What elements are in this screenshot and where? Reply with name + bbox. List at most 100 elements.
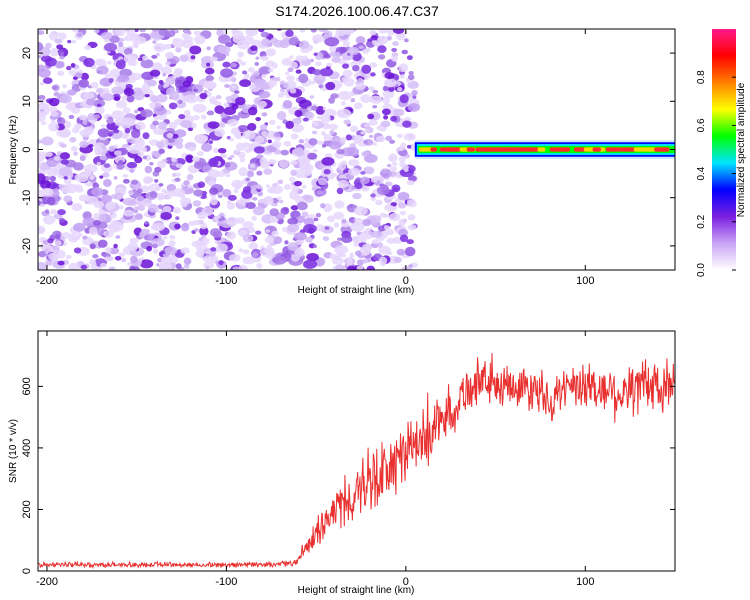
noise-blob (378, 29, 388, 34)
noise-blob (244, 73, 250, 79)
noise-blob (267, 159, 277, 165)
noise-blob (117, 74, 130, 83)
noise-blob (121, 95, 128, 101)
y-tick-label: -20 (21, 238, 33, 254)
noise-blob (98, 239, 108, 248)
noise-blob (261, 38, 271, 47)
noise-blob (103, 42, 118, 52)
noise-blob (315, 61, 322, 67)
noise-blob (377, 242, 384, 248)
noise-blob (337, 90, 352, 101)
noise-blob (113, 129, 120, 134)
noise-blob (370, 196, 376, 202)
noise-blob (124, 29, 130, 32)
noise-blob (156, 93, 168, 103)
noise-blob (179, 54, 189, 62)
noise-blob (329, 130, 335, 135)
noise-blob (199, 226, 209, 236)
noise-blob (73, 247, 82, 254)
noise-blob (192, 156, 200, 162)
noise-blob (83, 91, 95, 100)
noise-blob (38, 30, 45, 35)
noise-blob (238, 264, 248, 270)
noise-blob (350, 125, 359, 133)
noise-blob (38, 151, 47, 159)
noise-blob (115, 29, 126, 37)
noise-blob (334, 200, 345, 209)
noise-blob (149, 162, 154, 166)
noise-blob (134, 109, 139, 114)
noise-blob (177, 99, 183, 105)
noise-blob (123, 209, 135, 217)
noise-blob (295, 55, 305, 62)
noise-blob (305, 170, 313, 176)
x-tick-label: -100 (215, 576, 237, 588)
noise-blob (140, 228, 150, 235)
noise-blob (186, 173, 194, 181)
noise-blob (323, 169, 331, 175)
noise-blob (207, 121, 220, 129)
noise-blob (388, 156, 394, 161)
noise-blob (207, 169, 220, 179)
noise-blob (96, 65, 109, 75)
noise-blob (346, 257, 353, 264)
noise-blob (183, 257, 192, 265)
noise-blob (203, 80, 217, 90)
noise-blob (242, 221, 254, 229)
noise-blob (261, 130, 268, 138)
noise-blob (38, 173, 46, 183)
noise-blob (38, 225, 46, 235)
noise-blob (103, 163, 111, 168)
noise-blob (290, 160, 298, 166)
noise-blob (366, 265, 376, 270)
noise-blob (93, 114, 101, 119)
noise-blob (165, 157, 174, 164)
band-peak (537, 147, 546, 152)
x-tick-label: -200 (36, 275, 58, 287)
noise-blob (88, 226, 98, 236)
noise-blob (320, 227, 326, 231)
noise-blob (99, 154, 107, 161)
noise-blob (287, 217, 299, 225)
noise-blob (278, 199, 284, 204)
noise-blob (370, 35, 378, 41)
noise-blob (391, 55, 398, 62)
noise-blob (311, 130, 318, 135)
noise-blob (217, 147, 227, 154)
noise-blob (160, 66, 173, 75)
band-green (417, 145, 675, 154)
spectrogram-x-axis: -200 -100 0 100 (36, 29, 594, 287)
noise-blob (49, 106, 58, 113)
noise-blob (352, 235, 364, 244)
noise-blob (142, 155, 148, 160)
noise-blob (239, 79, 252, 88)
noise-blob (282, 82, 289, 89)
noise-blob (371, 230, 383, 238)
noise-blob (141, 198, 153, 207)
noise-blob (82, 235, 88, 240)
noise-blob (111, 110, 125, 120)
noise-blob (123, 47, 133, 56)
noise-blob (153, 115, 160, 120)
noise-blob (175, 47, 182, 53)
noise-blob (318, 84, 324, 89)
noise-blob (294, 109, 303, 118)
noise-blob (261, 112, 268, 117)
noise-blob (235, 96, 246, 106)
noise-blob (43, 215, 56, 225)
noise-blob (99, 262, 107, 268)
noise-blob (126, 138, 133, 143)
noise-blob (68, 262, 80, 270)
noise-blob (216, 243, 228, 253)
noise-blob (257, 29, 265, 33)
noise-blob (340, 29, 355, 35)
noise-blob (214, 128, 225, 137)
noise-blob (108, 77, 114, 83)
noise-blob (153, 99, 158, 103)
noise-blob (399, 210, 407, 216)
noise-blob (133, 209, 139, 214)
noise-blob (70, 63, 76, 68)
noise-blob (235, 142, 246, 151)
noise-blob (38, 110, 48, 117)
noise-blob (192, 200, 202, 207)
